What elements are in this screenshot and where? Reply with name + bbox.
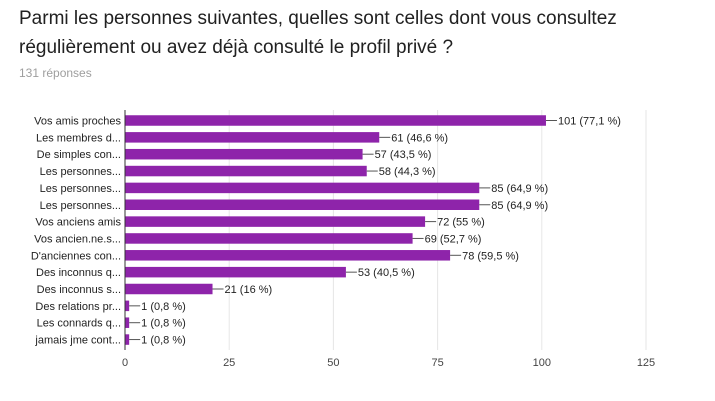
- response-count: 131 réponses: [19, 66, 92, 80]
- category-label-9: Des inconnus q...: [36, 267, 121, 279]
- value-label-4: 85 (64,9 %): [491, 183, 548, 195]
- bar-0: [125, 115, 546, 126]
- value-label-2: 57 (43,5 %): [375, 149, 432, 161]
- value-label-5: 85 (64,9 %): [491, 200, 548, 212]
- bar-3: [125, 165, 367, 177]
- bar-5: [125, 199, 480, 210]
- value-label-9: 53 (40,5 %): [358, 267, 415, 279]
- x-tick-label-5: 125: [637, 357, 655, 369]
- category-label-0: Vos amis proches: [34, 116, 121, 128]
- bar-4: [125, 182, 480, 194]
- value-label-1: 61 (46,6 %): [391, 132, 448, 144]
- bar-1: [125, 132, 380, 143]
- x-tick-label-1: 25: [223, 357, 235, 369]
- category-label-4: Les personnes...: [40, 183, 121, 195]
- bar-11: [125, 300, 130, 312]
- value-label-3: 58 (44,3 %): [379, 166, 436, 178]
- bar-12: [125, 317, 130, 328]
- category-label-3: Les personnes...: [40, 166, 121, 178]
- category-label-6: Vos anciens amis: [35, 217, 121, 229]
- value-label-7: 69 (52,7 %): [425, 233, 482, 245]
- value-label-10: 21 (16 %): [225, 284, 273, 296]
- x-tick-label-3: 75: [431, 357, 443, 369]
- category-label-5: Les personnes...: [40, 200, 121, 212]
- x-tick-label-2: 50: [327, 357, 339, 369]
- category-label-2: De simples con...: [37, 149, 121, 161]
- bar-8: [125, 250, 451, 261]
- value-label-13: 1 (0,8 %): [141, 335, 186, 347]
- value-label-8: 78 (59,5 %): [462, 250, 519, 262]
- bar-13: [125, 334, 130, 345]
- bar-6: [125, 216, 426, 227]
- value-label-12: 1 (0,8 %): [141, 318, 186, 330]
- category-label-13: jamais jme cont...: [34, 335, 121, 347]
- category-label-1: Les membres d...: [36, 132, 121, 144]
- category-label-10: Des inconnus s...: [37, 284, 121, 296]
- category-label-11: Des relations pr...: [35, 301, 121, 313]
- category-label-12: Les connards q...: [37, 318, 121, 330]
- value-label-6: 72 (55 %): [437, 217, 485, 229]
- bar-2: [125, 148, 363, 160]
- x-tick-label-4: 100: [533, 357, 551, 369]
- category-label-7: Vos ancien.ne.s...: [34, 233, 121, 245]
- chart-title: Parmi les personnes suivantes, quelles s…: [19, 8, 617, 58]
- value-label-11: 1 (0,8 %): [141, 301, 186, 313]
- x-tick-label-0: 0: [122, 357, 128, 369]
- value-label-0: 101 (77,1 %): [558, 116, 621, 128]
- category-label-8: D'anciennes con...: [31, 250, 121, 262]
- bar-7: [125, 233, 413, 244]
- bar-9: [125, 266, 346, 278]
- bar-10: [125, 283, 213, 295]
